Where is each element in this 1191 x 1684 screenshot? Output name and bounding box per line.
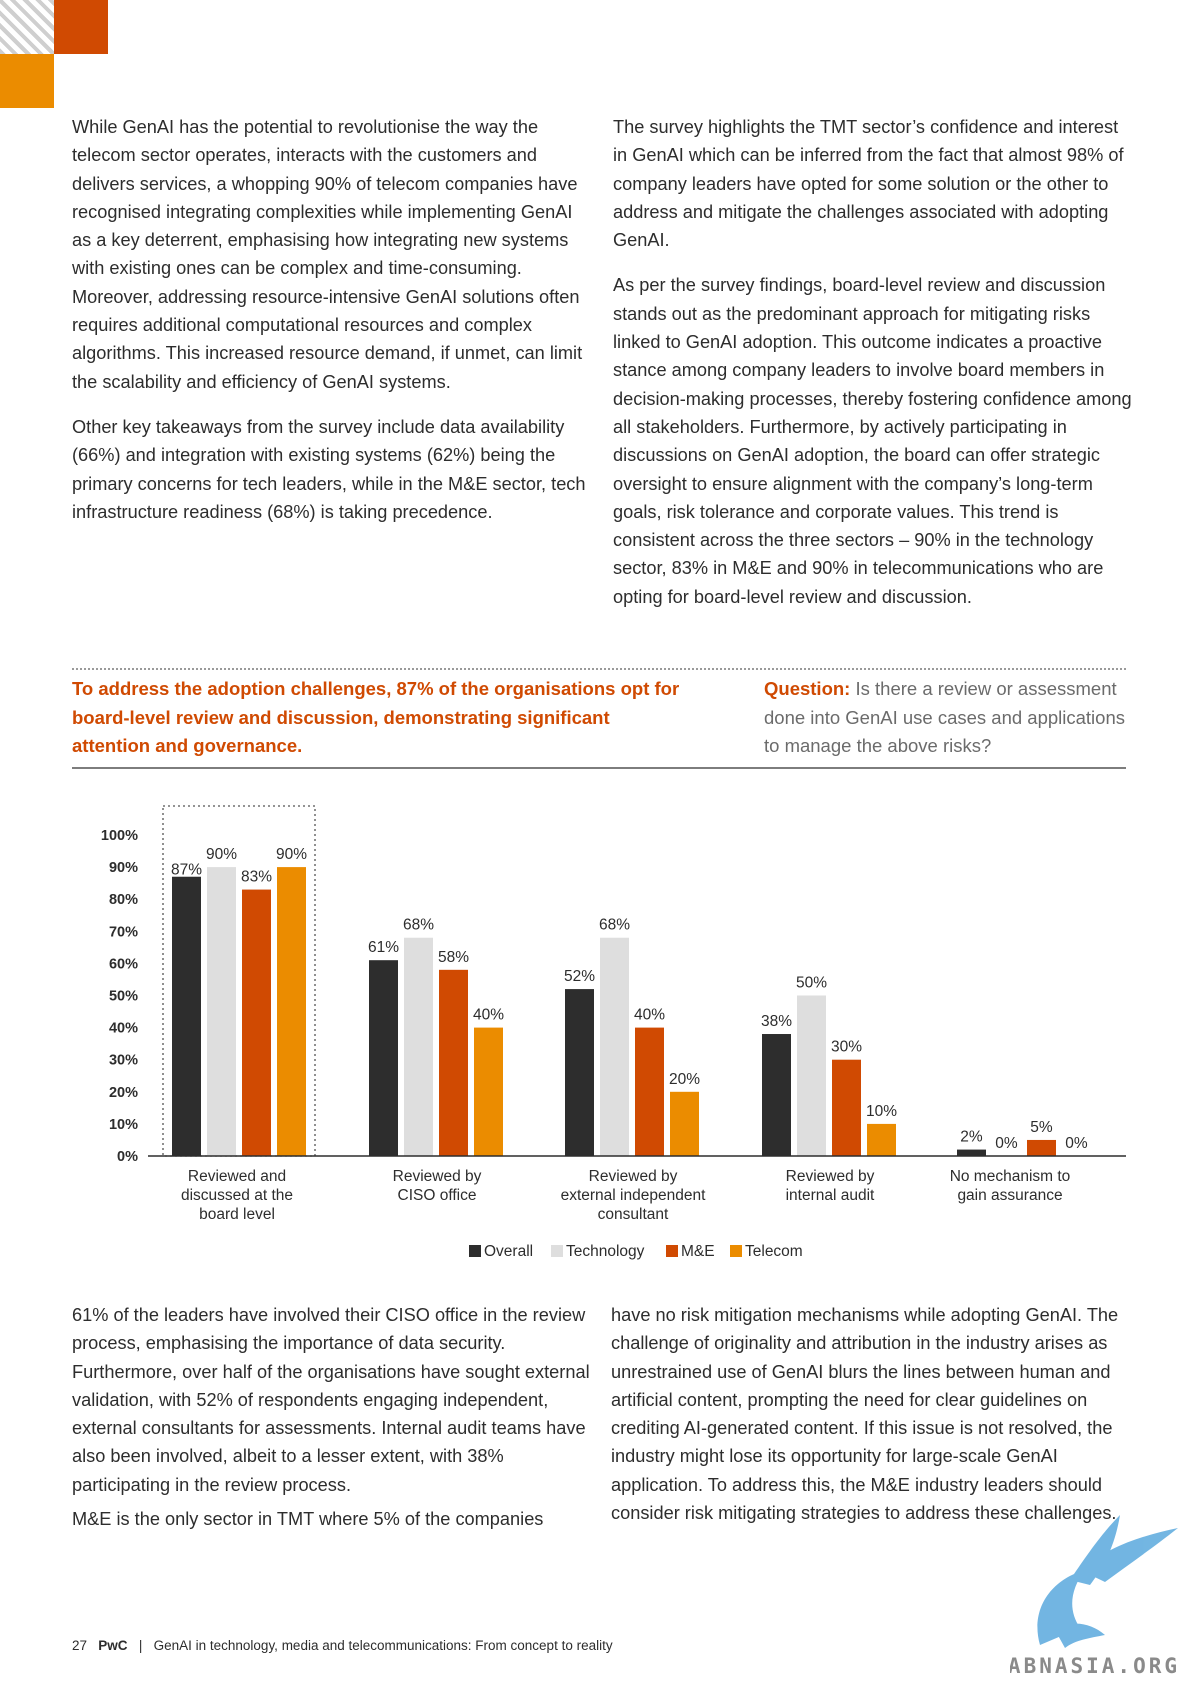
paragraph: 61% of the leaders have involved their C… (72, 1305, 590, 1495)
y-tick-label: 100% (101, 828, 138, 844)
legend-swatch (469, 1245, 481, 1257)
data-label: 83% (241, 869, 272, 886)
category-label: gain assurance (957, 1187, 1062, 1204)
data-label: 90% (276, 846, 307, 863)
bar-technology (797, 995, 826, 1156)
bar-me (439, 969, 468, 1156)
y-tick-label: 20% (109, 1085, 138, 1101)
body-column-left-bottom: 61% of the leaders have involved their C… (72, 1301, 592, 1539)
legend-label: M&E (681, 1243, 715, 1260)
data-label: 87% (171, 862, 202, 879)
y-tick-label: 30% (109, 1053, 138, 1069)
y-tick-label: 90% (109, 860, 138, 876)
bar-telecom (867, 1123, 896, 1156)
bar-telecom (474, 1027, 503, 1156)
data-label: 38% (761, 1013, 792, 1030)
body-column-right-top: The survey highlights the TMT sector’s c… (613, 113, 1133, 628)
data-label: 58% (438, 949, 469, 966)
data-label: 5% (1030, 1119, 1053, 1136)
legend-label: Overall (484, 1243, 533, 1260)
body-column-right-bottom: have no risk mitigation mechanisms while… (611, 1301, 1131, 1544)
watermark-logo: ABNASIA.ORG (1010, 1515, 1180, 1678)
body-column-left-top: While GenAI has the potential to revolut… (72, 113, 592, 543)
category-label: internal audit (786, 1187, 875, 1204)
data-label: 0% (1065, 1135, 1088, 1152)
data-label: 50% (796, 975, 827, 992)
legend-swatch (551, 1245, 563, 1257)
category-label: discussed at the (181, 1187, 293, 1204)
highlight-box (162, 805, 316, 1157)
y-tick-label: 10% (109, 1117, 138, 1133)
bar-chart: 0% 10% 20% 30% 40% 50% 60% 70% 80% 90% 100% 87% 61% 5… (101, 805, 1126, 1260)
category-label: Reviewed by (393, 1168, 482, 1185)
y-tick-label: 40% (109, 1021, 138, 1037)
category-label: Reviewed and (188, 1168, 286, 1185)
brand-name: PwC (98, 1638, 128, 1653)
data-label: 0% (995, 1135, 1018, 1152)
paragraph: Other key takeaways from the survey incl… (72, 416, 586, 522)
page-footer: 27 PwC | GenAI in technology, media and … (72, 1638, 613, 1653)
data-label: 68% (403, 917, 434, 934)
data-label: 20% (669, 1071, 700, 1088)
bar-technology (600, 937, 629, 1156)
paragraph: As per the survey findings, board-level … (613, 275, 1132, 607)
paragraph: While GenAI has the potential to revolut… (72, 117, 583, 392)
bar-me (242, 889, 271, 1156)
legend-swatch (666, 1245, 678, 1257)
bar-telecom (277, 867, 306, 1156)
corner-orange-square (0, 54, 54, 108)
legend-label: Telecom (745, 1243, 803, 1260)
dragon-icon (1037, 1515, 1178, 1648)
bar-overall (369, 960, 398, 1156)
category-label: consultant (598, 1206, 669, 1223)
corner-hatch-pattern (0, 0, 54, 54)
bar-overall (565, 989, 594, 1156)
document-title: GenAI in technology, media and telecommu… (153, 1638, 613, 1653)
category-label: Reviewed by (786, 1168, 875, 1185)
legend-label: Technology (566, 1243, 645, 1260)
bar-overall (957, 1149, 986, 1156)
y-tick-label: 80% (109, 892, 138, 908)
category-label: board level (199, 1206, 275, 1223)
callout-headline: To address the adoption challenges, 87% … (72, 678, 680, 756)
section-divider-dotted (72, 668, 1126, 670)
data-label: 52% (564, 968, 595, 985)
bar-overall (762, 1034, 791, 1156)
bar-telecom (670, 1091, 699, 1156)
category-label: Reviewed by (589, 1168, 678, 1185)
y-tick-label: 60% (109, 956, 138, 972)
footer-separator: | (138, 1638, 143, 1653)
y-tick-label: 50% (109, 989, 138, 1005)
question-label: Question: (764, 678, 851, 699)
section-divider-solid (72, 767, 1126, 769)
category-label: No mechanism to (950, 1168, 1071, 1185)
bar-me (1027, 1139, 1056, 1156)
paragraph: have no risk mitigation mechanisms while… (611, 1305, 1119, 1524)
corner-red-square (54, 0, 108, 54)
paragraph: M&E is the only sector in TMT where 5% o… (72, 1509, 544, 1530)
data-label: 2% (960, 1129, 983, 1146)
data-label: 61% (368, 939, 399, 956)
legend-swatch (730, 1245, 742, 1257)
category-label: CISO office (398, 1187, 477, 1204)
question-text: Is there a review or assessment done int… (764, 678, 1125, 756)
data-label: 68% (599, 917, 630, 934)
bar-overall (172, 876, 201, 1156)
category-label: external independent (561, 1187, 706, 1204)
watermark-text: ABNASIA.ORG (1010, 1654, 1180, 1678)
page-number: 27 (72, 1638, 88, 1653)
data-label: 40% (473, 1007, 504, 1024)
bar-technology (207, 867, 236, 1156)
data-label: 90% (206, 846, 237, 863)
bar-technology (404, 937, 433, 1156)
data-label: 40% (634, 1007, 665, 1024)
bar-me (832, 1059, 861, 1156)
data-label: 30% (831, 1039, 862, 1056)
paragraph: The survey highlights the TMT sector’s c… (613, 117, 1124, 251)
bar-me (635, 1027, 664, 1156)
y-tick-label: 0% (117, 1149, 138, 1165)
y-tick-label: 70% (109, 924, 138, 940)
callout-question: Question: Is there a review or assessmen… (764, 675, 1134, 761)
data-label: 10% (866, 1103, 897, 1120)
